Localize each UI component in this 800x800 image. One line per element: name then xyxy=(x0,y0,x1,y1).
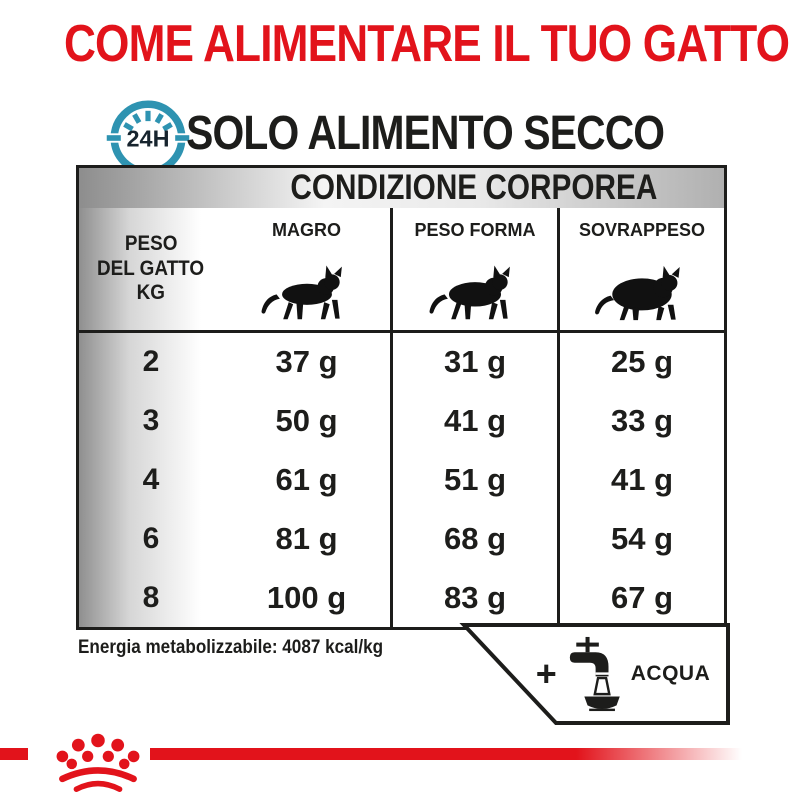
page-title-text: COME ALIMENTARE IL TUO GATTO xyxy=(63,15,790,73)
subtitle-text: SOLO ALIMENTO SECCO xyxy=(185,107,665,160)
cat-cell-sovrappeso xyxy=(557,252,724,330)
cat-cell-magro xyxy=(223,252,390,330)
row-kg: 6 xyxy=(79,509,223,569)
table-separator-line xyxy=(79,330,724,333)
table-header-band: CONDIZIONE CORPOREA xyxy=(79,168,724,208)
water-callout: + ACQUA xyxy=(450,623,730,727)
weight-header-line1: PESO xyxy=(124,232,178,256)
cell-magro: 50 g xyxy=(275,403,338,439)
crown-paw-logo xyxy=(56,733,140,792)
cat-slim-icon xyxy=(261,265,342,320)
cell-magro: 37 g xyxy=(275,344,338,380)
table-header-title: CONDIZIONE CORPOREA xyxy=(290,168,657,207)
clock-24h-icon: 24H xyxy=(106,100,190,176)
cell-sovrappeso: 67 g xyxy=(557,568,724,627)
cell-sovrappeso: 54 g xyxy=(557,509,724,569)
plus-sign: + xyxy=(535,653,557,694)
cell-peso-forma: 68 g xyxy=(390,509,557,569)
weight-header-line2: DEL GATTO xyxy=(97,256,205,280)
row-kg: 4 xyxy=(79,450,223,510)
cell-magro: 81 g xyxy=(275,520,338,556)
cell-sovrappeso: 25 g xyxy=(557,333,724,392)
feeding-table: CONDIZIONE CORPOREA PESO DEL GATTO KG MA… xyxy=(76,165,727,630)
column-header-sovrappeso: SOVRAPPESO xyxy=(557,208,724,252)
water-row: + ACQUA xyxy=(522,631,724,717)
subtitle: SOLO ALIMENTO SECCO xyxy=(50,106,800,161)
cat-cell-peso-forma xyxy=(390,252,557,330)
cell-sovrappeso: 41 g xyxy=(557,450,724,510)
weight-column-header: PESO DEL GATTO KG xyxy=(79,208,223,330)
row-kg: 2 xyxy=(79,333,223,392)
cat-normal-icon xyxy=(429,265,510,320)
table-grid: PESO DEL GATTO KG MAGRO PESO FORMA SOVRA… xyxy=(79,208,724,627)
page-title: COME ALIMENTARE IL TUO GATTO xyxy=(0,14,800,74)
cell-magro: 100 g xyxy=(266,579,347,615)
cell-sovrappeso: 33 g xyxy=(557,391,724,451)
cell-peso-forma: 41 g xyxy=(390,391,557,451)
cell-peso-forma: 31 g xyxy=(390,333,557,392)
metabolizable-energy-note: Energia metabolizzabile: 4087 kcal/kg xyxy=(78,637,384,658)
column-header-peso-forma: PESO FORMA xyxy=(390,208,557,252)
cell-peso-forma: 51 g xyxy=(390,450,557,510)
cell-magro: 61 g xyxy=(275,461,338,497)
cat-overweight-icon xyxy=(595,265,680,321)
row-kg: 3 xyxy=(79,391,223,451)
column-header-magro: MAGRO xyxy=(272,219,341,240)
row-kg: 8 xyxy=(79,568,223,627)
red-stripe-right xyxy=(150,748,742,760)
weight-header-line3: KG xyxy=(136,281,166,305)
water-label: ACQUA xyxy=(630,662,711,685)
clock-24h-label: 24H xyxy=(127,125,170,151)
water-faucet-icon xyxy=(569,636,620,712)
red-stripe-left xyxy=(0,748,28,760)
cell-peso-forma: 83 g xyxy=(390,568,557,627)
